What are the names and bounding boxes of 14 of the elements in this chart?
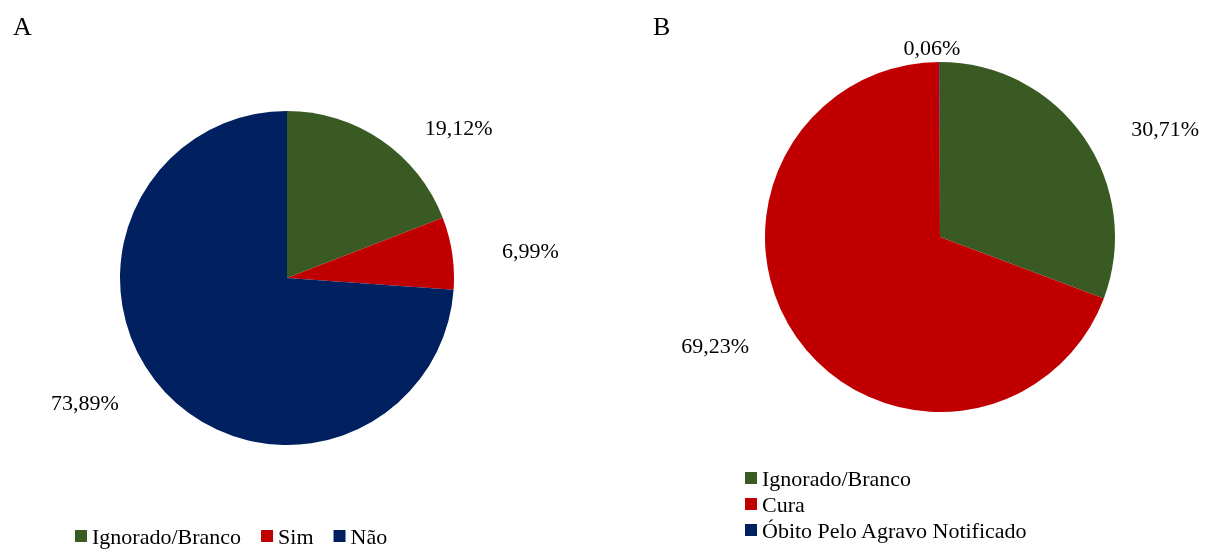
data-label: 73,89% xyxy=(51,389,119,415)
data-label: 19,12% xyxy=(424,115,493,141)
chart-title: A xyxy=(13,11,32,41)
legend-label: Sim xyxy=(278,523,314,549)
data-label: 30,71% xyxy=(1131,116,1199,142)
legend-label: Não xyxy=(350,523,388,549)
legend-label: Cura xyxy=(762,491,805,517)
data-label: 69,23% xyxy=(681,333,750,359)
legend-label: Ignorado/Branco xyxy=(92,523,242,549)
data-label: 0,06% xyxy=(903,34,961,60)
legend-label: Ignorado/Branco xyxy=(762,465,912,491)
legend-label: Óbito Pelo Agravo Notificado xyxy=(762,517,1027,543)
chart-title: B xyxy=(653,11,671,41)
data-label: 6,99% xyxy=(501,238,559,264)
